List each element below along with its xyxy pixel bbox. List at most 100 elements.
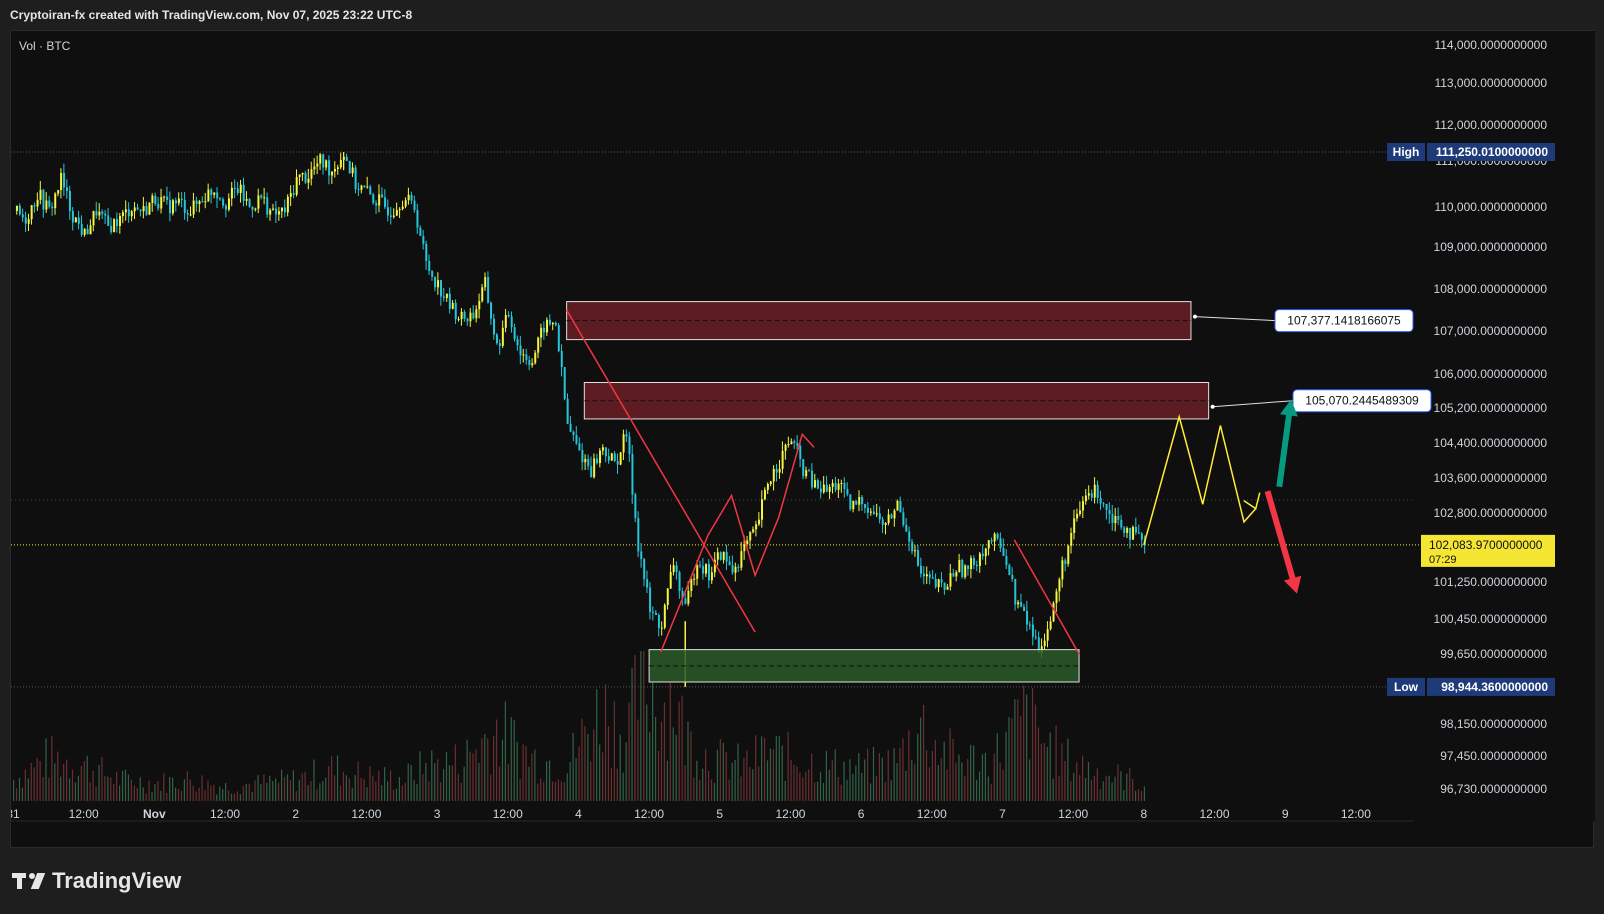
- volume-bar: [914, 763, 916, 801]
- candle-body: [649, 587, 652, 612]
- volume-bar: [920, 717, 922, 801]
- volume-bar: [619, 734, 621, 801]
- candle-body: [917, 550, 920, 566]
- volume-bar: [1023, 685, 1025, 801]
- volume-bar: [116, 771, 118, 801]
- candle-body: [154, 195, 157, 204]
- volume-bar: [540, 778, 542, 801]
- low-label-tag: Low: [1394, 680, 1419, 694]
- candle-body: [666, 588, 669, 605]
- volume-bar: [590, 761, 592, 801]
- volume-bar: [107, 776, 109, 801]
- volume-bar: [130, 779, 132, 801]
- volume-bar: [92, 770, 94, 801]
- tradingview-logo[interactable]: TradingView: [12, 868, 181, 894]
- candle-body: [1014, 578, 1017, 605]
- candle-body: [83, 228, 86, 235]
- candle-body: [36, 199, 39, 207]
- volume-bar: [622, 772, 624, 801]
- volume-bar: [781, 745, 783, 801]
- candle-body: [101, 211, 104, 214]
- volume-bar: [1046, 746, 1048, 801]
- volume-bar: [560, 781, 562, 801]
- candle-body: [404, 200, 407, 207]
- candle-body: [127, 209, 130, 217]
- candle-body: [840, 483, 843, 485]
- candle-body: [755, 524, 758, 530]
- volume-bar: [440, 782, 442, 801]
- y-tick-label: 109,000.0000000000: [1434, 240, 1548, 254]
- candle-body: [943, 582, 946, 590]
- volume-bar: [970, 744, 972, 801]
- volume-bar: [766, 760, 769, 801]
- candle-body: [696, 565, 699, 579]
- volume-bar: [378, 770, 380, 801]
- high-label-value-bg: [1427, 142, 1555, 161]
- volume-bar: [628, 702, 630, 801]
- candle-body: [136, 207, 139, 210]
- volume-bar: [705, 749, 707, 801]
- zone-label-lower-box: [1292, 389, 1432, 413]
- candlestick-chart[interactable]: 114,000.0000000000 113,000.0000000000 112,…: [11, 31, 1595, 849]
- candle-body: [469, 312, 472, 322]
- volume-bar: [581, 718, 583, 801]
- candle-body: [796, 443, 799, 446]
- volume-bar: [504, 701, 507, 801]
- volume-bar: [719, 738, 721, 801]
- volume-bar: [599, 744, 601, 801]
- candle-body: [89, 225, 92, 235]
- volume-bar: [740, 776, 742, 801]
- candle-body: [283, 207, 286, 213]
- volume-bar: [949, 728, 951, 801]
- candle-body: [896, 500, 899, 511]
- volume-bar: [328, 766, 330, 801]
- volume-bar: [778, 736, 780, 801]
- y-tick-label: 102,800.0000000000: [1434, 506, 1548, 520]
- candle-body: [39, 189, 42, 200]
- volume-bar: [849, 759, 851, 801]
- candle-body: [289, 193, 292, 197]
- candle-body: [63, 173, 66, 188]
- volume-bar: [802, 777, 804, 801]
- candle-body: [710, 572, 713, 581]
- candle-body: [964, 565, 967, 578]
- volume-bar: [934, 739, 936, 801]
- candle-body: [761, 499, 764, 520]
- volume-bar: [136, 788, 138, 801]
- chart-area[interactable]: 114,000.0000000000 113,000.0000000000 112,…: [10, 30, 1595, 849]
- volume-bar: [1055, 725, 1057, 801]
- y-tick-label: 106,000.0000000000: [1434, 367, 1548, 381]
- volume-bar: [260, 784, 262, 801]
- last-price-bg: [1421, 534, 1555, 567]
- volume-bar: [60, 776, 62, 801]
- candle-body: [843, 483, 846, 489]
- candle-body: [42, 189, 45, 210]
- candle-body: [481, 287, 484, 302]
- volume-bar: [313, 759, 315, 801]
- candle-body: [448, 293, 451, 309]
- candle-body: [322, 154, 325, 168]
- zone-label-lower-dot: [1210, 404, 1215, 409]
- x-tick-label: 5: [716, 807, 723, 821]
- candle-body: [51, 206, 54, 209]
- candle-body: [1073, 518, 1076, 533]
- volume-bar: [95, 786, 97, 801]
- candle-body: [60, 173, 63, 191]
- candle-body: [937, 579, 940, 588]
- candle-body: [781, 450, 784, 469]
- candle-body: [510, 316, 513, 328]
- candle-body: [619, 452, 622, 465]
- volume-bar: [351, 787, 353, 801]
- volume-bar: [198, 787, 200, 801]
- volume-bar: [708, 770, 710, 801]
- candle-body: [139, 209, 142, 212]
- volume-legend: Vol · BTC: [19, 39, 71, 53]
- candle-body: [216, 192, 219, 199]
- volume-bar: [507, 763, 509, 801]
- candle-body: [669, 572, 672, 589]
- volume-bar: [251, 791, 253, 801]
- volume-bar: [498, 766, 501, 801]
- candle-body: [581, 449, 584, 463]
- candle-body: [1120, 519, 1123, 528]
- volume-bar: [646, 704, 648, 801]
